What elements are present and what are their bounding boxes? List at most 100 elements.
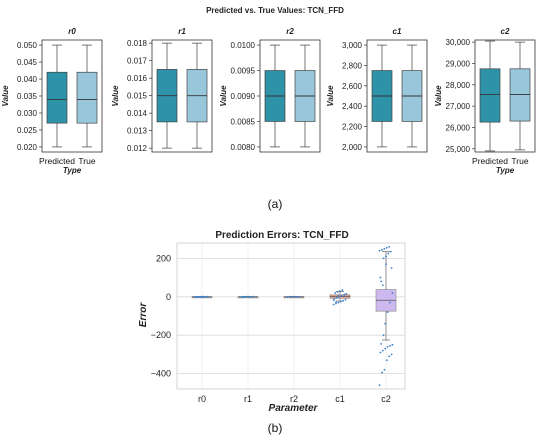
panel-title: c2: [501, 27, 510, 36]
box-iqr: [76, 71, 98, 124]
x-axis-label: Type: [496, 166, 515, 175]
x-axis-label: Type: [63, 166, 82, 175]
panel-title: r1: [178, 27, 186, 36]
panel-r2: r2 0.0080 0.0085 0.0090 0.0095 0.0100 Value: [219, 27, 321, 153]
data-point: [206, 295, 209, 298]
y-tick-label: 2,800: [342, 61, 363, 70]
y-tick-label: 29,000: [446, 59, 471, 68]
y-tick-label: 0.020: [17, 143, 38, 152]
x-category-label: r2: [290, 394, 298, 404]
data-point: [389, 344, 391, 347]
data-point: [378, 249, 381, 252]
data-point: [340, 294, 343, 297]
y-tick-label: 0.012: [127, 144, 148, 153]
figure-b-title: Prediction Errors: TCN_FFD: [215, 230, 348, 241]
data-point: [335, 302, 337, 305]
y-tick-label: 0.016: [127, 74, 148, 83]
box-r0: [191, 295, 213, 299]
data-point: [332, 303, 335, 306]
box-iqr: [479, 68, 501, 123]
box-predicted: [264, 44, 286, 148]
figure-b-xlabel: Parameter: [269, 403, 319, 414]
x-category-label: r0: [198, 394, 206, 404]
box-true: [509, 41, 531, 151]
box-c2: [375, 245, 397, 387]
figure-a-panels: r0 0.020 0.025 0.030 0.035 0.040 0.045 0.050 Val…: [1, 27, 536, 175]
data-point: [381, 284, 384, 287]
data-point: [195, 296, 198, 298]
figure-a-title: Predicted vs. True Values: TCN_FFD: [206, 6, 344, 15]
data-point: [382, 334, 385, 337]
data-point: [243, 295, 246, 298]
box-predicted: [46, 44, 68, 148]
data-point: [200, 295, 203, 298]
y-tick-label: 2,200: [342, 123, 363, 132]
box-true: [401, 44, 423, 148]
y-tick-label: 0.0095: [231, 67, 256, 76]
data-point: [341, 289, 344, 291]
data-point: [381, 349, 384, 352]
x-category-label: True: [78, 156, 95, 166]
data-point: [379, 351, 382, 354]
data-point: [197, 295, 200, 298]
y-tick-label: −400: [151, 369, 171, 379]
y-tick-label: 0.035: [17, 92, 38, 101]
data-point: [386, 311, 389, 314]
figure-a-caption: (a): [268, 197, 283, 211]
data-point: [336, 291, 339, 293]
y-tick-label: 0.018: [127, 39, 148, 48]
data-point: [344, 298, 347, 301]
data-point: [250, 295, 253, 298]
y-tick-label: 2,000: [342, 143, 363, 152]
data-point: [286, 296, 289, 298]
panel-c1: c1 2,000 2,200 2,400 2,600 2,800 3,000 Value: [326, 27, 428, 153]
panel-title: c1: [393, 27, 402, 36]
y-tick-label: 0.0100: [231, 41, 256, 50]
data-point: [298, 295, 301, 298]
data-point: [379, 276, 382, 279]
panel-title: r2: [286, 27, 294, 36]
data-point: [296, 295, 299, 298]
box-r1: [237, 295, 259, 299]
y-tick-label: 0.0085: [231, 117, 256, 126]
plot-frame: [176, 242, 406, 390]
data-point: [337, 301, 340, 304]
data-point: [385, 263, 387, 266]
data-point: [389, 301, 391, 304]
y-tick-label: 0.0080: [231, 143, 256, 152]
x-category-label: c2: [381, 394, 391, 404]
y-tick-label: 0.0090: [231, 92, 256, 101]
x-category-label: Predicted: [39, 156, 75, 166]
data-point: [391, 292, 394, 294]
y-tick-label: 200: [156, 253, 171, 263]
data-point: [345, 293, 348, 295]
y-tick-label: 0: [166, 292, 171, 302]
data-point: [335, 301, 337, 304]
y-tick-label: 27,000: [446, 102, 471, 111]
data-point: [339, 300, 342, 303]
box-predicted: [156, 42, 178, 149]
y-tick-label: 0.030: [17, 109, 38, 118]
box-true: [186, 42, 208, 149]
data-point: [383, 247, 386, 250]
panel-title: r0: [68, 27, 76, 36]
data-point: [291, 295, 294, 298]
data-point: [389, 250, 392, 253]
data-point: [382, 257, 385, 260]
box-predicted: [371, 44, 393, 148]
data-point: [385, 359, 388, 362]
plot-frame: [366, 39, 428, 153]
data-point: [252, 295, 255, 298]
data-point: [293, 295, 296, 298]
data-point: [385, 246, 388, 249]
data-point: [387, 252, 390, 255]
y-tick-label: 0.013: [127, 127, 148, 136]
box-c1: [329, 289, 351, 306]
figure-b-plot: −400 −200 0 200 r0 r1 r2 c1 c2: [151, 242, 406, 404]
figure-b-ylabel: Error: [138, 302, 149, 328]
y-axis-label: Value: [326, 85, 335, 107]
y-tick-label: 26,000: [446, 123, 471, 132]
y-tick-label: 2,600: [342, 82, 363, 91]
data-point: [386, 345, 389, 348]
